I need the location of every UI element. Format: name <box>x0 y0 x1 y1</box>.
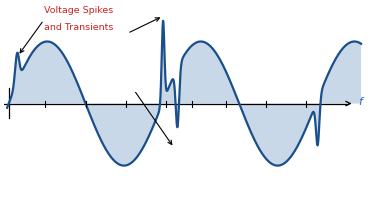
Text: Voltage Spikes: Voltage Spikes <box>44 6 113 15</box>
Text: f: f <box>358 96 362 106</box>
Text: and Transients: and Transients <box>44 22 113 31</box>
